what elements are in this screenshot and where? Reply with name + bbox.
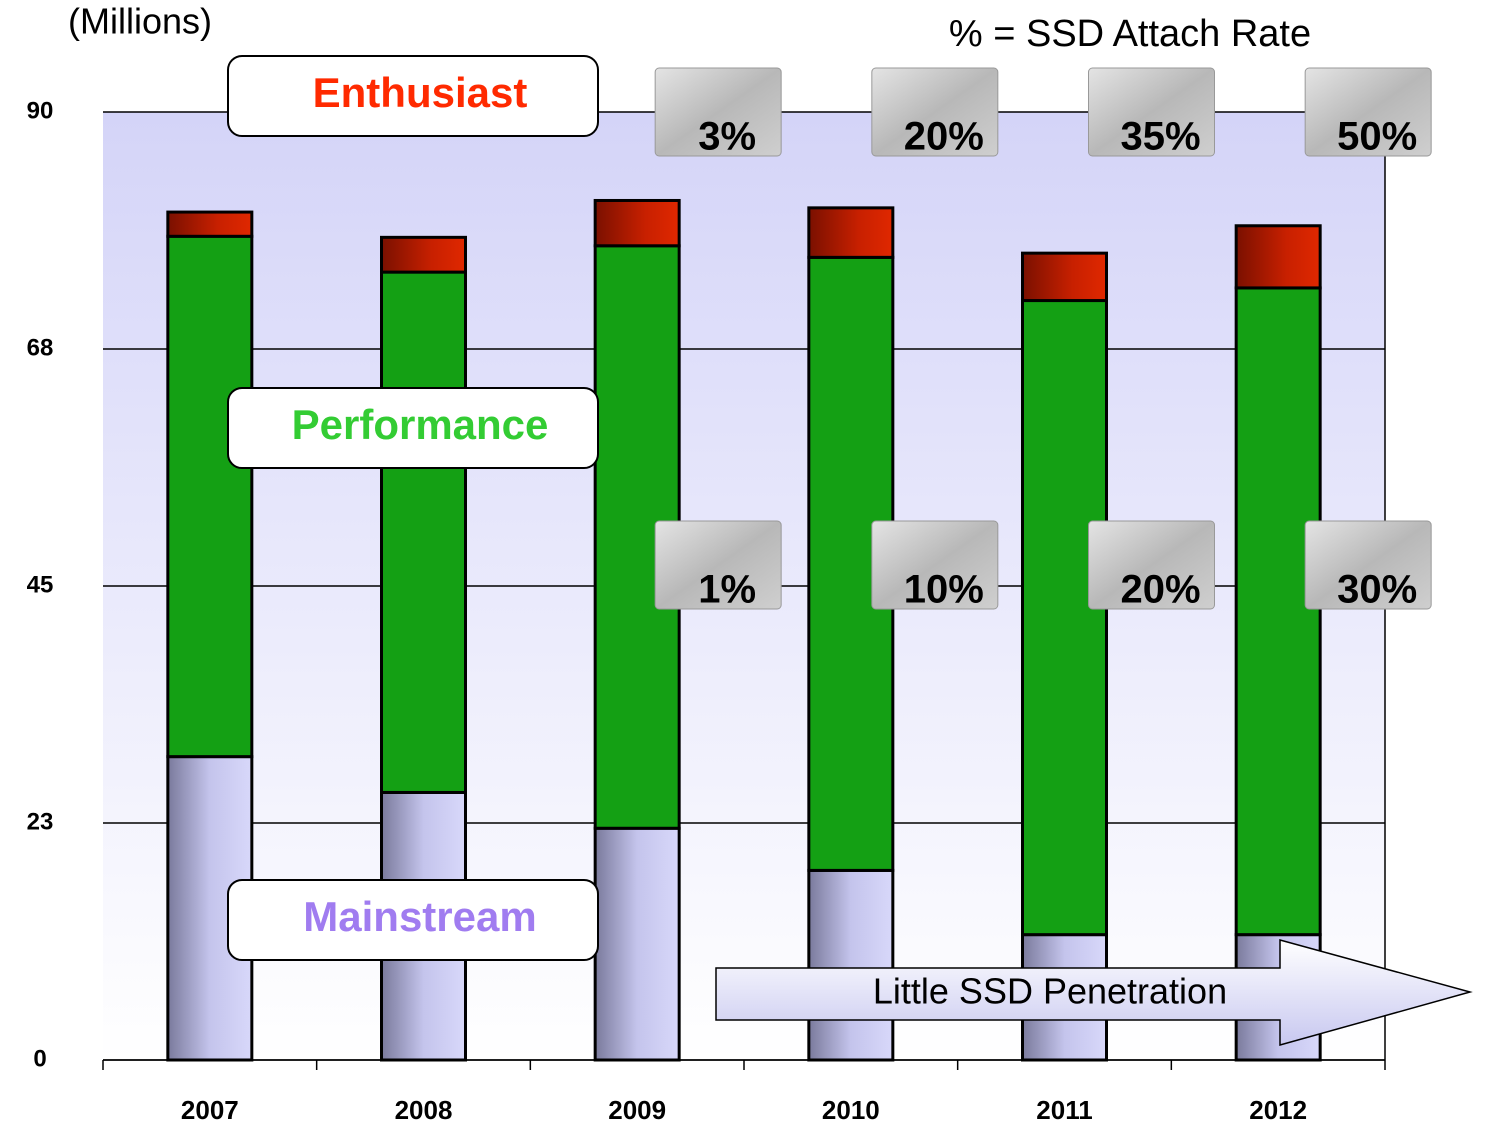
bar-segment [168, 236, 252, 756]
y-tick-label: 68 [27, 334, 54, 361]
x-tick-label: 2011 [1036, 1095, 1092, 1125]
bar-segment [382, 272, 466, 792]
bar-segment [1236, 288, 1320, 935]
y-tick-label: 90 [27, 97, 54, 124]
attach-rate-label: 35% [1120, 115, 1200, 159]
bar-segment [382, 237, 466, 272]
bar-segment [1023, 253, 1107, 300]
x-tick-label: 2010 [822, 1095, 880, 1125]
attach-rate-label: 1% [698, 568, 756, 612]
x-tick-label: 2012 [1249, 1095, 1307, 1125]
legend-label: Performance [292, 401, 549, 448]
y-tick-label: 23 [27, 808, 54, 835]
y-tick-label: 0 [33, 1045, 46, 1072]
bar-segment [809, 208, 893, 258]
note: % = SSD Attach Rate [949, 13, 1311, 55]
x-tick-label: 2009 [608, 1095, 666, 1125]
bar-segment [809, 870, 893, 1060]
chart: (Millions) % = SSD Attach Rate 0 23 45 68 90… [0, 0, 1509, 1136]
attach-rate-label: 50% [1337, 115, 1417, 159]
arrow-label: Little SSD Penetration [873, 971, 1227, 1012]
bar-segment [595, 828, 679, 1060]
bar-segment [1023, 301, 1107, 935]
x-tick-label: 2008 [395, 1095, 453, 1125]
bar-segment [1236, 226, 1320, 288]
x-tick-label: 2007 [181, 1095, 239, 1125]
attach-rate-label: 3% [698, 115, 756, 159]
bar-segment [168, 212, 252, 236]
bar-segment [595, 200, 679, 245]
attach-rate-label: 10% [904, 568, 984, 612]
legend-label: Mainstream [303, 893, 536, 940]
unit-label: (Millions) [68, 1, 212, 42]
y-tick-label: 45 [27, 571, 54, 598]
attach-rate-label: 20% [904, 115, 984, 159]
attach-rate-label: 20% [1120, 568, 1200, 612]
legend-label: Enthusiast [313, 69, 528, 116]
attach-rate-label: 30% [1337, 568, 1417, 612]
